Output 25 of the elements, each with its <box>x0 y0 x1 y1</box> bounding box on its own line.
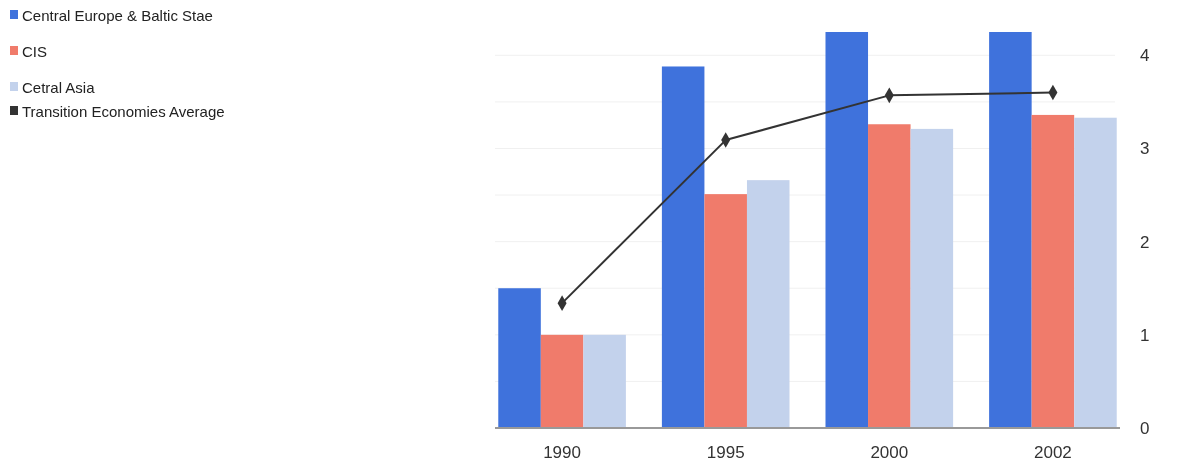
bar <box>868 124 911 428</box>
bar <box>498 288 541 428</box>
legend-label: Transition Economies Average <box>22 103 225 121</box>
bar <box>661 66 705 428</box>
y-tick-label: 2 <box>1140 232 1150 252</box>
y-tick-label: 4 <box>1140 46 1150 66</box>
bar <box>1031 114 1075 428</box>
bar <box>540 334 584 428</box>
legend-label: CIS <box>22 43 48 61</box>
y-tick-label: 3 <box>1140 139 1150 159</box>
bar <box>989 32 1032 428</box>
x-tick-label: 2002 <box>1034 443 1072 462</box>
x-tick-label: 1995 <box>706 443 745 462</box>
bar <box>746 180 790 428</box>
legend-label: Central Europe & Baltic Stae <box>22 7 213 25</box>
bar <box>910 128 954 428</box>
y-tick-label: 1 <box>1140 325 1150 345</box>
x-tick-label: 1990 <box>543 443 581 462</box>
legend-label: Cetral Asia <box>22 79 96 97</box>
bar <box>583 334 626 428</box>
x-tick-label: 2000 <box>870 443 909 462</box>
bar <box>1074 117 1117 428</box>
bar <box>704 194 747 428</box>
bar <box>825 32 869 428</box>
y-tick-label: 0 <box>1140 418 1150 438</box>
